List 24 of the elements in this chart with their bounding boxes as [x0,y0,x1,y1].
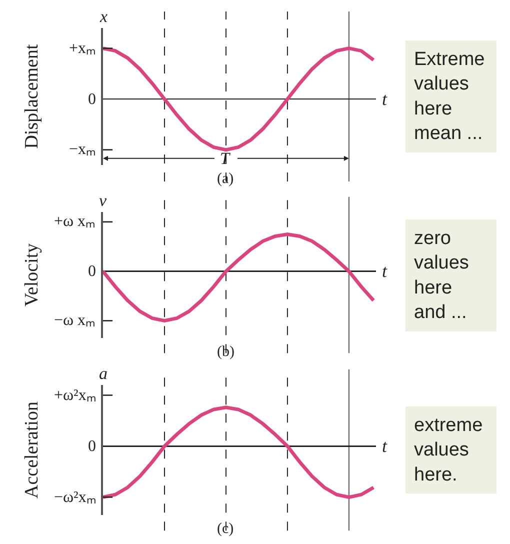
text: +ω xₘ [54,213,96,230]
text: 0 [88,91,96,108]
text: +ω²xₘ [54,387,96,404]
text: (c) [217,521,234,537]
y-axis-title: Displacement [21,44,42,149]
text: x [99,7,108,26]
x-axis-title: t [382,261,388,281]
text: (b) [217,344,234,360]
text: 0 [88,438,96,455]
text: (a) [217,171,234,187]
text: extreme values here. [414,415,483,486]
text: Extreme values here mean ... [414,49,485,144]
text: −ω xₘ [54,312,96,329]
x-axis-title: t [382,436,388,456]
x-axis-title: t [382,89,388,109]
y-axis-title: Acceleration [21,400,42,499]
text: zero values here and ... [414,228,469,324]
text: 0 [88,263,96,280]
text: −xₘ [69,141,96,158]
text: v [99,191,107,210]
text: −ω²xₘ [54,489,96,506]
text: +xₘ [69,40,96,57]
text: a [99,364,108,383]
y-axis-title: Velocity [21,242,42,307]
